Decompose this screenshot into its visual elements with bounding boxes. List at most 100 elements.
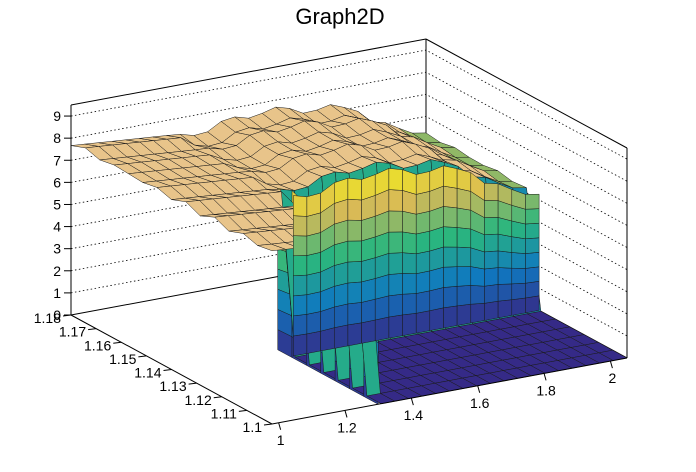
- x-tick-mark: [543, 373, 547, 381]
- surface-cell: [334, 303, 349, 329]
- x-tick-label: 1.8: [536, 382, 556, 398]
- surface-cell: [388, 168, 403, 191]
- surface-cell: [415, 290, 431, 314]
- surface-cell: [456, 246, 472, 267]
- surface-cell: [374, 316, 390, 342]
- surface-cell: [334, 324, 349, 349]
- surface-cell: [497, 267, 513, 285]
- surface-cell: [347, 261, 362, 284]
- surface-cell: [293, 255, 308, 277]
- surface-cell: [443, 185, 458, 209]
- x-tick-label: 1: [277, 432, 285, 448]
- surface-cell: [497, 250, 513, 269]
- surface-cell: [334, 219, 349, 246]
- surface-cell: [402, 210, 417, 235]
- surface-cell: [443, 206, 458, 228]
- surface-cell: [293, 333, 308, 357]
- surface-cell: [511, 297, 526, 316]
- surface-cell: [374, 295, 390, 321]
- surface-cell: [402, 252, 417, 274]
- x-tick-label: 2: [609, 370, 617, 386]
- surface-cell: [361, 236, 376, 262]
- surface-cell: [293, 314, 308, 337]
- surface-cell: [306, 232, 321, 256]
- surface-cell: [443, 266, 458, 288]
- surface-cell: [525, 193, 540, 210]
- surface-cell: [484, 217, 499, 235]
- z-tick-label: 3: [53, 241, 61, 257]
- y-tick-mark: [263, 423, 273, 426]
- surface-cell: [334, 282, 349, 308]
- surface-cell: [306, 291, 321, 315]
- z-tick-label: 2: [53, 263, 61, 279]
- surface-cell: [497, 299, 513, 319]
- surface-cell: [361, 278, 376, 303]
- surface-cell: [456, 285, 472, 307]
- surface-cell: [511, 267, 526, 285]
- y-tick-label: 1.11: [211, 405, 237, 421]
- surface-cell: [293, 215, 308, 237]
- surface-cell: [525, 237, 540, 254]
- surface-cell: [443, 246, 458, 268]
- surface-cell: [334, 177, 349, 204]
- surface-cell: [525, 281, 540, 299]
- y-tick-mark: [213, 396, 222, 399]
- surface-cell: [402, 313, 417, 336]
- surface-cell: [347, 281, 362, 305]
- surface-cell: [525, 208, 540, 225]
- surface-cell: [415, 270, 431, 294]
- surface-cell: [306, 311, 321, 335]
- surface-cell: [484, 267, 499, 287]
- z-tick-label: 1: [53, 285, 61, 301]
- z-gridline: [70, 71, 628, 182]
- surface-cell: [415, 230, 431, 255]
- surface-cell: [443, 165, 458, 189]
- surface-cell: [525, 295, 540, 314]
- surface-cell: [525, 252, 540, 269]
- surface-cell: [429, 287, 444, 312]
- y-tick-mark: [113, 341, 122, 344]
- y-tick-label: 1.1: [243, 419, 263, 435]
- surface-cell: [415, 171, 431, 195]
- y-tick-label: 1.17: [59, 324, 86, 340]
- surface-cell: [497, 283, 513, 302]
- surface-cell: [306, 192, 321, 217]
- surface-cell: [293, 294, 308, 317]
- surface-cell: [334, 240, 349, 266]
- surface-cell: [402, 293, 417, 316]
- surface-cell: [306, 330, 321, 354]
- surface-cell: [429, 307, 444, 331]
- y-tick-mark: [88, 328, 97, 331]
- surface-cell: [306, 271, 321, 296]
- surface-cell: [415, 190, 431, 215]
- surface-cell: [347, 322, 362, 347]
- x-tick-label: 1.4: [404, 407, 424, 423]
- z-tick-label: 9: [53, 108, 61, 124]
- y-tick-label: 1.12: [185, 392, 212, 408]
- surface-cell: [306, 212, 321, 237]
- surface-cell: [484, 300, 499, 321]
- surface-cell: [334, 261, 349, 287]
- x-tick-label: 1.6: [470, 395, 490, 411]
- y-tick-label: 1.16: [84, 337, 111, 353]
- frame-edge: [425, 38, 628, 149]
- surface-cell: [293, 195, 308, 217]
- surface-cell: [306, 251, 321, 276]
- z-gridline: [70, 49, 628, 160]
- surface-cell: [388, 252, 403, 275]
- surface-cell: [484, 233, 499, 253]
- surface-cell: [470, 285, 485, 305]
- x-tick-mark: [609, 360, 613, 369]
- surface-cell: [388, 231, 403, 254]
- surface-cell: [402, 231, 417, 255]
- x-tick-label: 1.2: [337, 419, 357, 435]
- y-tick-label: 1.18: [34, 310, 61, 326]
- surface-cell: [293, 274, 308, 297]
- surface-cell: [456, 207, 472, 230]
- frame-edge: [70, 38, 427, 106]
- z-tick-label: 8: [53, 130, 61, 146]
- surface-cell: [470, 303, 485, 324]
- surface-cell: [456, 227, 472, 249]
- surface-cell: [484, 200, 499, 218]
